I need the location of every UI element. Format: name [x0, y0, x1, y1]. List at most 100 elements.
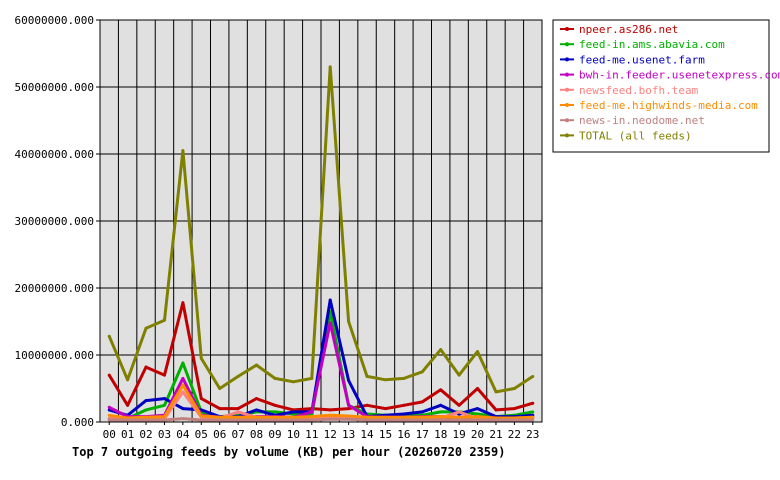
x-tick-label: 04 [176, 428, 190, 441]
x-tick-label: 22 [508, 428, 521, 441]
data-point [512, 407, 516, 411]
legend-marker [565, 72, 569, 77]
data-point [420, 410, 424, 414]
grid [100, 20, 542, 422]
data-point [218, 418, 222, 422]
data-point [439, 418, 443, 422]
legend-box [552, 19, 770, 153]
data-point [236, 374, 240, 378]
data-point [476, 415, 480, 419]
data-point [383, 415, 387, 419]
data-point [476, 387, 480, 390]
data-point [439, 388, 443, 392]
x-tick-label: 01 [121, 428, 134, 441]
data-point [402, 403, 406, 407]
data-point [402, 376, 406, 380]
data-point [494, 390, 498, 394]
data-point [126, 403, 130, 407]
legend-marker [565, 87, 569, 92]
data-point [476, 418, 480, 422]
data-point [107, 418, 111, 422]
x-tick-label: 13 [342, 428, 355, 441]
legend-marker [565, 57, 569, 62]
data-point [144, 326, 148, 330]
data-point [181, 407, 185, 411]
x-tick-label: 02 [139, 428, 152, 441]
data-point [310, 410, 314, 414]
series-line [109, 417, 533, 422]
legend-entry: news-in.neodome.net [579, 114, 705, 127]
data-point [199, 397, 203, 401]
x-tick-label: 03 [158, 428, 171, 441]
data-point [310, 415, 314, 419]
x-tick-label: 17 [416, 428, 429, 441]
data-point [531, 415, 535, 419]
x-tick-label: 14 [360, 428, 374, 441]
data-point [181, 301, 185, 305]
data-point [531, 418, 535, 422]
x-tick-label: 21 [489, 428, 502, 441]
data-point [365, 418, 369, 422]
legend-marker [565, 133, 569, 138]
data-point [291, 415, 295, 419]
data-point [162, 403, 166, 407]
data-point [439, 348, 443, 352]
data-point [420, 418, 424, 422]
data-point [347, 414, 351, 418]
data-point [218, 407, 222, 411]
data-point [144, 415, 148, 419]
data-point [273, 403, 277, 407]
data-point [236, 418, 240, 422]
legend-entry: TOTAL (all feeds) [579, 129, 692, 142]
y-tick-label: 40000000.000 [15, 148, 94, 161]
data-point [144, 408, 148, 412]
data-point [255, 363, 259, 367]
x-tick-label: 06 [213, 428, 226, 441]
data-point [347, 320, 351, 323]
x-tick-label: 00 [103, 428, 116, 441]
legend-marker [565, 42, 569, 47]
data-point [236, 410, 240, 414]
x-tick-label: 19 [453, 428, 466, 441]
data-point [255, 415, 259, 419]
legend-marker [565, 118, 569, 123]
data-point [531, 374, 535, 378]
legend-entry: bwh-in.feeder.usenetexpress.com [579, 69, 780, 82]
chart-title: Top 7 outgoing feeds by volume (KB) per … [72, 445, 505, 459]
data-point [199, 418, 203, 422]
data-point [347, 403, 351, 407]
y-tick-label: 10000000.000 [15, 349, 94, 362]
data-point [107, 405, 111, 409]
data-point [365, 403, 369, 407]
data-point [181, 376, 185, 380]
data-point [273, 418, 277, 422]
legend-entry: feed-me.usenet.farm [579, 53, 705, 66]
x-tick-label: 10 [287, 428, 300, 441]
y-axis-ticks: 0.000 10000000.000 20000000.000 30000000.00… [15, 14, 100, 429]
data-point [402, 418, 406, 422]
data-point [347, 378, 351, 382]
data-point [107, 413, 111, 417]
data-point [439, 403, 443, 407]
x-tick-label: 18 [434, 428, 447, 441]
data-point [310, 418, 314, 422]
data-point [291, 410, 295, 414]
data-point [310, 376, 314, 380]
data-point [457, 415, 461, 419]
data-point [181, 149, 185, 153]
x-tick-label: 23 [526, 428, 539, 441]
data-point [218, 387, 222, 390]
data-point [512, 387, 516, 390]
x-tick-label: 16 [397, 428, 410, 441]
data-point [383, 407, 387, 411]
data-point [531, 401, 535, 405]
data-point [236, 407, 240, 411]
data-point [365, 374, 369, 378]
data-point [457, 403, 461, 407]
data-point [218, 415, 222, 419]
legend-marker [565, 27, 569, 31]
y-tick-label: 20000000.000 [15, 282, 94, 295]
data-point [347, 407, 351, 411]
data-point [199, 356, 203, 360]
legend-entry: feed-in.ams.abavia.com [579, 38, 725, 51]
